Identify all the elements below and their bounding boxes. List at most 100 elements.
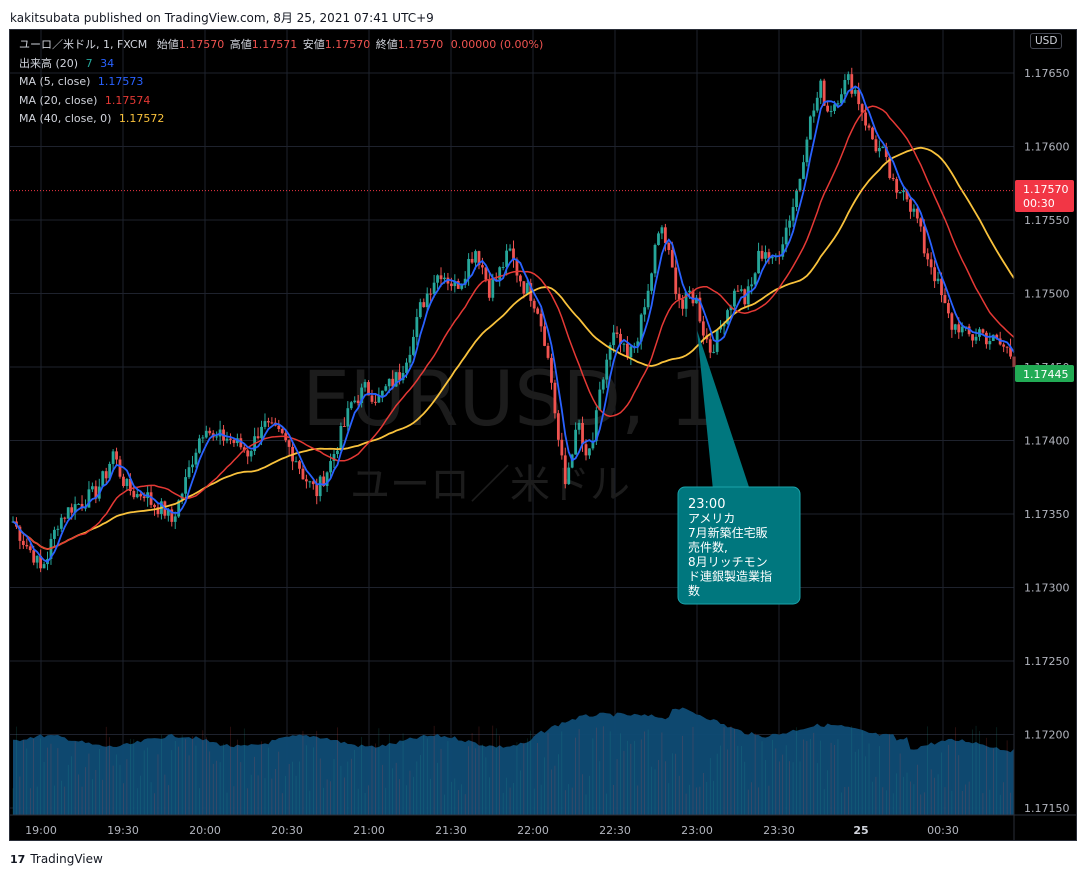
candle — [667, 243, 671, 251]
annotation-line: ド連銀製造業指 — [688, 569, 772, 584]
ma40-legend[interactable]: MA (40, close, 0) 1.17572 — [19, 110, 543, 129]
candle — [805, 139, 809, 163]
candle — [546, 345, 550, 358]
candle — [208, 430, 212, 434]
candle — [877, 147, 881, 152]
ohlc-close-value: 1.17570 — [397, 38, 444, 51]
ma-price-badge — [1015, 365, 1074, 382]
footer-brand[interactable]: TradingView — [30, 852, 103, 866]
candle — [601, 379, 605, 390]
candle — [315, 484, 319, 497]
tradingview-logo-icon[interactable]: 17 — [10, 852, 26, 866]
ohlc-high-value: 1.17571 — [251, 38, 298, 51]
candle — [512, 248, 515, 260]
candle — [80, 503, 84, 508]
chart-canvas[interactable]: EURUSD, 1 ユーロ／米ドル 1.17150 1.17200 1.17250 1.1… — [10, 30, 1077, 841]
candle — [460, 284, 464, 289]
candle — [532, 300, 536, 309]
candle — [128, 478, 132, 491]
candle — [984, 332, 988, 345]
candle — [101, 471, 105, 487]
candle — [829, 110, 833, 112]
candle — [574, 429, 578, 455]
candle — [594, 410, 598, 442]
candle — [791, 207, 795, 221]
candle — [256, 436, 260, 439]
chart-pane[interactable]: EURUSD, 1 ユーロ／米ドル 1.17150 1.17200 1.17250 1.1… — [9, 29, 1077, 841]
candle — [733, 290, 736, 307]
price-tick-label: 1.17550 — [1024, 214, 1070, 227]
candle — [1002, 344, 1006, 347]
candle — [919, 218, 923, 227]
candle — [605, 359, 609, 380]
candle — [391, 378, 395, 387]
candle — [142, 496, 146, 499]
annotation-line: アメリカ — [688, 512, 735, 526]
ma20-legend[interactable]: MA (20, close) 1.17574 — [19, 92, 543, 111]
candle — [318, 476, 322, 497]
ma5-label: MA (5, close) — [19, 75, 91, 88]
candle — [940, 278, 943, 296]
price-tick-label: 1.17600 — [1024, 141, 1070, 154]
candle — [398, 372, 401, 381]
candle — [967, 326, 971, 335]
candle — [715, 329, 719, 352]
candle — [622, 343, 626, 345]
candle — [753, 273, 757, 285]
candle — [35, 555, 39, 563]
candle — [974, 336, 978, 341]
candle — [539, 313, 543, 327]
candle — [960, 326, 964, 333]
candle — [584, 444, 588, 456]
ma20-label: MA (20, close) — [19, 93, 98, 107]
candle — [895, 179, 899, 193]
candle — [42, 564, 46, 569]
candle — [577, 422, 581, 430]
time-tick-label: 23:00 — [681, 824, 713, 837]
volume-legend[interactable]: 出来高 (20) 7 34 — [19, 55, 543, 74]
candle — [981, 329, 985, 333]
time-tick-label: 19:00 — [25, 824, 57, 837]
candle — [760, 250, 764, 259]
candle — [657, 233, 660, 245]
candle — [788, 220, 792, 228]
candle — [922, 226, 926, 254]
candle — [149, 492, 153, 505]
candle — [415, 317, 419, 337]
candle — [808, 116, 812, 140]
candle — [850, 74, 854, 94]
candle — [104, 471, 108, 479]
candle — [663, 227, 667, 244]
candle — [90, 486, 94, 490]
candle — [280, 428, 284, 434]
candle — [615, 332, 619, 334]
currency-button[interactable]: USD — [1030, 33, 1063, 49]
candle — [871, 127, 874, 140]
candle — [684, 292, 688, 309]
candle — [857, 89, 861, 105]
candle — [1005, 346, 1009, 348]
candle — [795, 190, 798, 208]
ohlc-change: 0.00000 (0.00%) — [450, 38, 544, 51]
candle — [909, 199, 912, 212]
candle — [708, 339, 712, 353]
candle — [201, 437, 205, 439]
price-tick-label: 1.17400 — [1024, 435, 1070, 448]
candle — [498, 267, 502, 280]
candle — [739, 289, 743, 291]
candle — [698, 297, 702, 322]
last-price-badge — [1015, 180, 1074, 212]
candle — [449, 283, 453, 287]
candle — [836, 103, 840, 105]
candle — [915, 208, 919, 219]
ma5-legend[interactable]: MA (5, close) 1.17573 — [19, 73, 543, 92]
candle — [21, 540, 25, 545]
candle — [719, 326, 723, 330]
candle — [508, 248, 512, 251]
candle — [425, 293, 429, 308]
candle — [339, 425, 343, 451]
symbol-prefix[interactable]: ユーロ／米ドル, 1, FXCM — [19, 38, 148, 51]
candle — [991, 334, 995, 342]
candle — [453, 281, 457, 287]
candle — [246, 450, 250, 457]
